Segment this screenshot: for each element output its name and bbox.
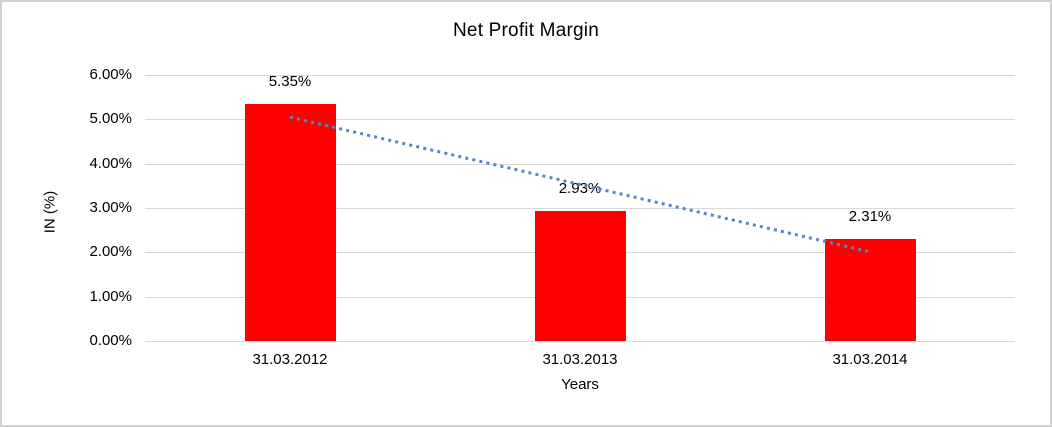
plot-area: 5.35% 2.93% 2.31%: [145, 73, 1015, 342]
y-axis-tick-label: 3.00%: [89, 199, 132, 216]
x-axis-tick-label: 31.03.2013: [542, 351, 618, 368]
y-axis-tick-label: 1.00%: [89, 288, 132, 305]
x-axis-title: Years: [561, 376, 599, 393]
x-axis-tick-label: 31.03.2012: [252, 351, 328, 368]
trendline-svg: [289, 115, 871, 254]
chart-title: Net Profit Margin: [453, 20, 599, 41]
x-axis-line: [145, 341, 1015, 342]
y-axis-tick-label: 0.00%: [89, 332, 132, 349]
y-axis-tick-label: 6.00%: [89, 66, 132, 83]
trendline: [289, 115, 871, 254]
bar-data-label: 5.35%: [268, 73, 312, 90]
gridline: [145, 164, 1015, 165]
y-axis-tick-label: 5.00%: [89, 110, 132, 127]
bar-data-label: 2.93%: [558, 180, 602, 197]
bar-data-label: 2.31%: [848, 208, 892, 225]
bar-31.03.2013: [535, 211, 626, 341]
bar-31.03.2014: [825, 239, 916, 341]
gridline: [145, 208, 1015, 209]
y-axis-tick-label: 4.00%: [89, 155, 132, 172]
gridline: [145, 119, 1015, 120]
gridline: [145, 75, 1015, 76]
bar-31.03.2012: [245, 104, 336, 341]
y-axis-tick-label: 2.00%: [89, 243, 132, 260]
x-axis-tick-label: 31.03.2014: [832, 351, 908, 368]
